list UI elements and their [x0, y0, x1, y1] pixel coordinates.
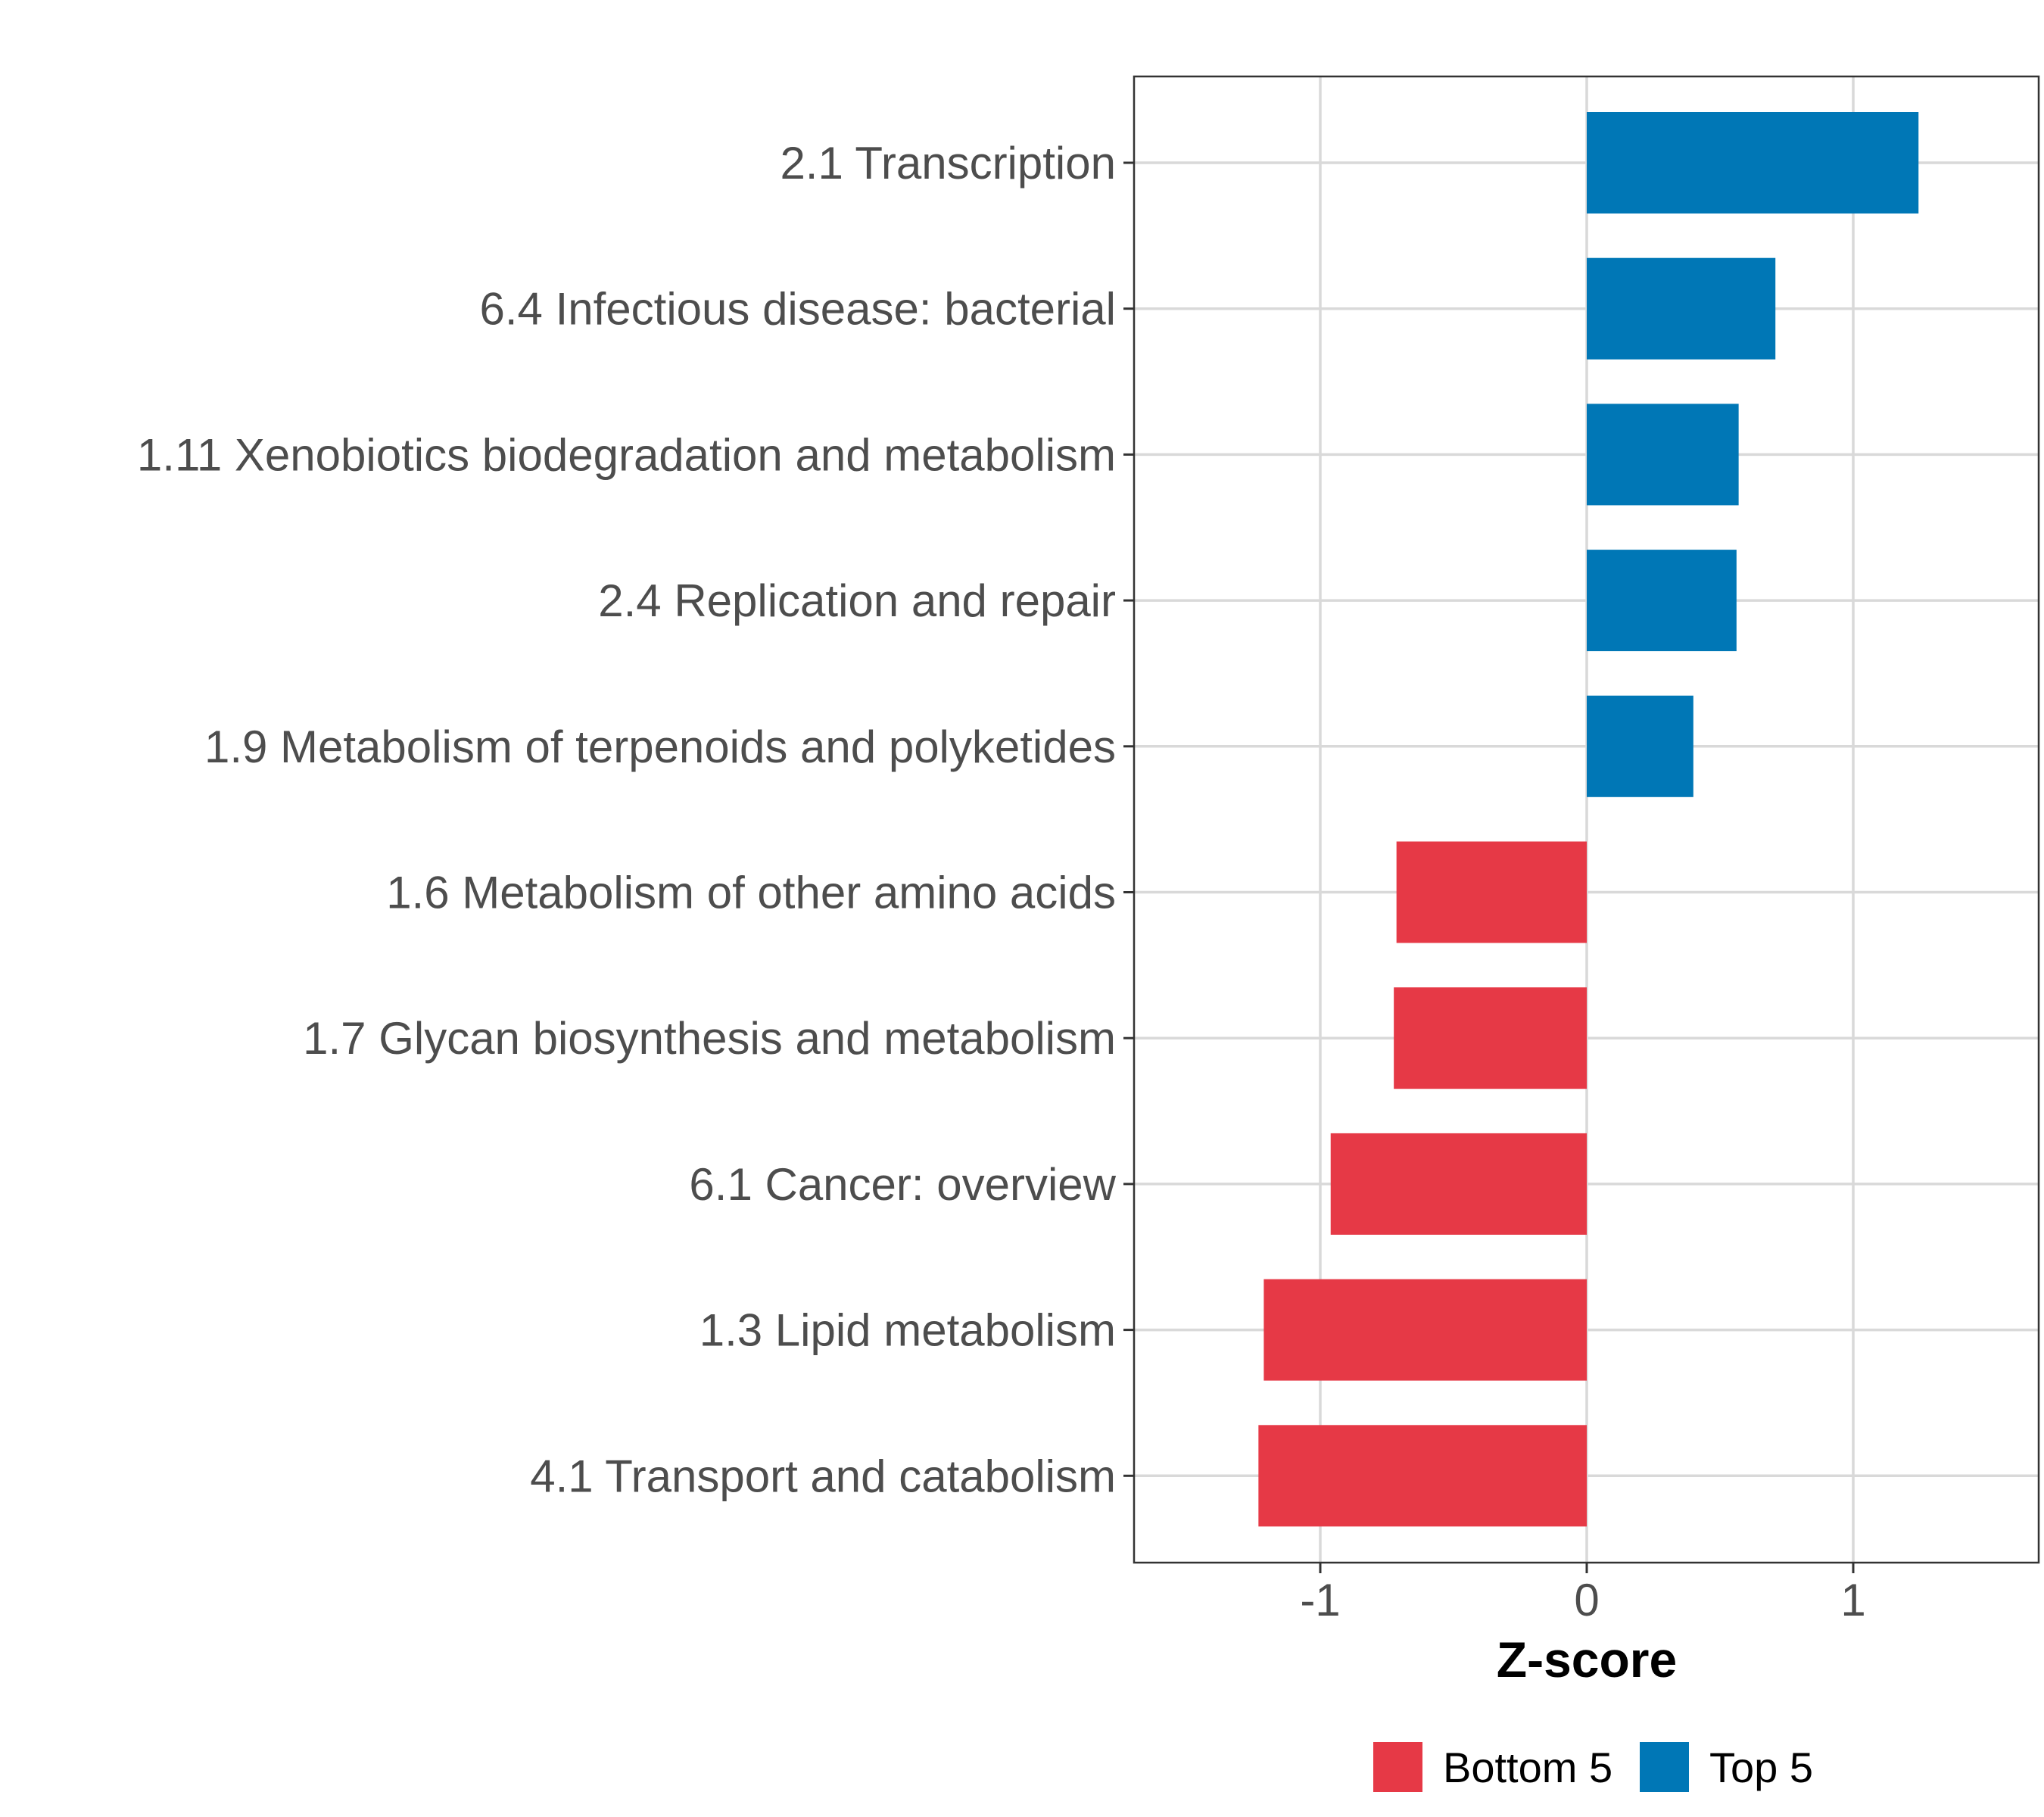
bar: [1394, 987, 1587, 1089]
bar: [1396, 841, 1587, 943]
y-axis-label: 2.1 Transcription: [780, 138, 1116, 189]
bar: [1587, 695, 1693, 797]
y-axis-label: 4.1 Transport and catabolism: [530, 1451, 1116, 1501]
y-axis-label: 1.7 Glycan biosynthesis and metabolism: [303, 1013, 1116, 1064]
x-tick-label: 1: [1840, 1575, 1865, 1625]
y-axis-label: 2.4 Replication and repair: [598, 575, 1116, 626]
bar: [1587, 257, 1776, 360]
bars: [1258, 112, 1919, 1527]
y-axis-label: 1.3 Lipid metabolism: [700, 1305, 1116, 1356]
legend: Bottom 5 Top 5: [1373, 1742, 1813, 1792]
bar: [1258, 1425, 1587, 1527]
x-tick-label: -1: [1300, 1575, 1340, 1625]
bar: [1587, 404, 1739, 506]
bar: [1330, 1133, 1587, 1235]
x-axis-title: Z-score: [1497, 1632, 1677, 1688]
y-axis-label: 6.1 Cancer: overview: [689, 1159, 1116, 1210]
y-axis-label: 1.9 Metabolism of terpenoids and polyket…: [204, 722, 1116, 772]
x-tick-label: 0: [1574, 1575, 1599, 1625]
bar: [1263, 1279, 1587, 1381]
y-axis-label: 6.4 Infectious disease: bacterial: [480, 284, 1117, 335]
legend-swatch: [1373, 1742, 1422, 1792]
y-axis-label: 1.11 Xenobiotics biodegradation and meta…: [137, 429, 1116, 480]
bar: [1587, 550, 1737, 652]
y-axis-labels: 2.1 Transcription 6.4 Infectious disease:…: [137, 138, 1134, 1501]
legend-label: Top 5: [1709, 1744, 1813, 1791]
y-axis-label: 1.6 Metabolism of other amino acids: [386, 868, 1116, 918]
bar: [1587, 112, 1919, 213]
legend-swatch: [1640, 1742, 1689, 1792]
x-axis-ticks: -1 0 1: [1300, 1563, 1866, 1625]
legend-label: Bottom 5: [1443, 1744, 1612, 1791]
